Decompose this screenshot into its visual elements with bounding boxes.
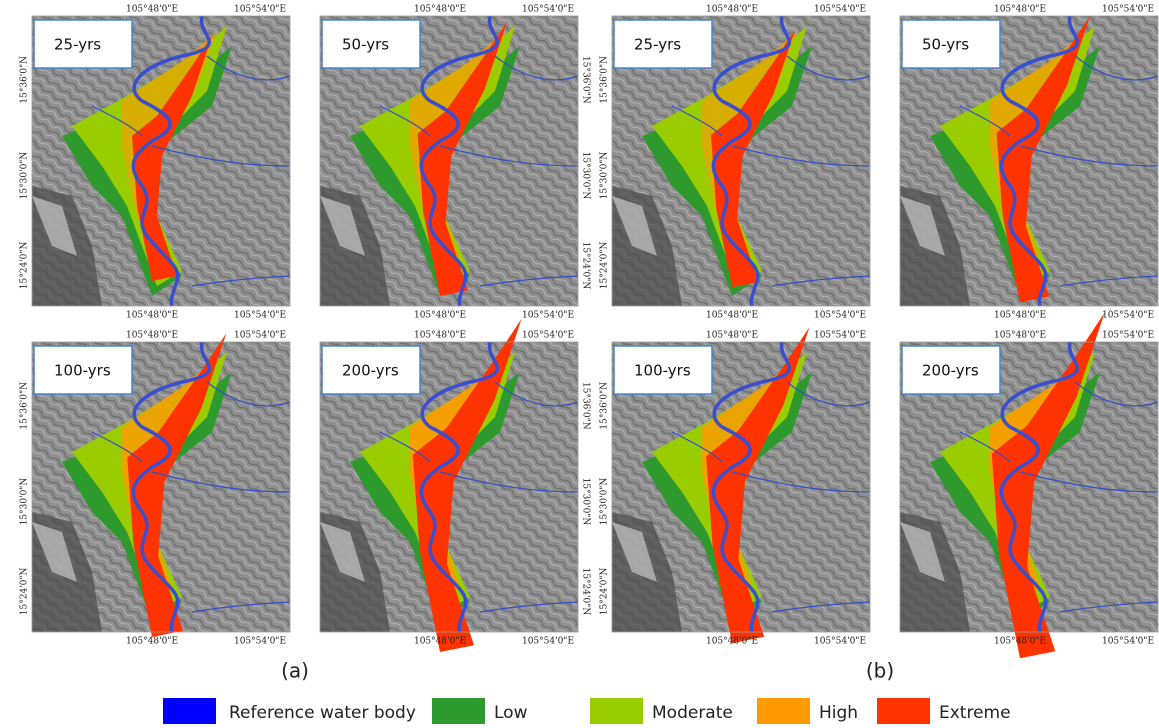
lon-label: 105°48'0"E	[994, 331, 1046, 341]
map-label: 25-yrs	[54, 36, 101, 54]
map: 100-yrs 105°48'0"E 105°48'0"E 105°54'0"E 105…	[20, 331, 291, 647]
legend-label: Moderate	[652, 703, 733, 723]
panel-caption: (a)	[281, 659, 309, 683]
lon-label: 105°54'0"E	[234, 331, 286, 341]
lat-label: 15°30'0"N	[581, 152, 591, 200]
lon-label: 105°48'0"E	[126, 637, 178, 647]
lat-label: 15°36'0"N	[581, 382, 591, 430]
lon-label: 105°54'0"E	[814, 311, 866, 321]
lat-label: 15°30'0"N	[581, 478, 591, 526]
lat-label: 15°36'0"N	[600, 382, 610, 430]
lon-label: 105°54'0"E	[1102, 637, 1154, 647]
lon-label: 105°54'0"E	[814, 637, 866, 647]
lat-label: 15°24'0"N	[20, 241, 30, 289]
figure: 25-yrs 105°48'0"E 105°48'0"E 105°54'0"E 105°…	[0, 0, 1159, 728]
lon-label: 105°48'0"E	[414, 637, 466, 647]
lon-label: 105°54'0"E	[522, 5, 574, 15]
legend-swatch	[590, 698, 643, 724]
lon-label: 105°48'0"E	[414, 331, 466, 341]
map: 50-yrs 105°48'0"E 105°48'0"E 105°54'0"E 105°…	[320, 5, 591, 321]
lon-label: 105°48'0"E	[706, 331, 758, 341]
lat-label: 15°30'0"N	[20, 152, 30, 200]
legend-label: High	[819, 703, 858, 723]
map-label: 50-yrs	[342, 36, 389, 54]
lon-label: 105°48'0"E	[706, 637, 758, 647]
map: 25-yrs 105°48'0"E 105°48'0"E 105°54'0"E 105°…	[20, 5, 291, 321]
legend-label: Low	[494, 703, 528, 723]
lon-label: 105°48'0"E	[994, 637, 1046, 647]
lon-label: 105°54'0"E	[234, 5, 286, 15]
lon-label: 105°48'0"E	[126, 311, 178, 321]
lon-label: 105°54'0"E	[234, 637, 286, 647]
lon-label: 105°48'0"E	[126, 5, 178, 15]
map-label: 100-yrs	[634, 362, 691, 380]
lon-label: 105°48'0"E	[414, 5, 466, 15]
lat-label: 15°36'0"N	[20, 56, 30, 104]
lon-label: 105°48'0"E	[126, 331, 178, 341]
lon-label: 105°54'0"E	[1102, 311, 1154, 321]
map: 200-yrs 105°48'0"E 105°48'0"E 105°54'0"E 105…	[900, 313, 1159, 658]
map: 25-yrs 105°48'0"E 105°48'0"E 105°54'0"E 105°…	[600, 5, 871, 321]
lon-label: 105°48'0"E	[994, 311, 1046, 321]
lon-label: 105°48'0"E	[706, 311, 758, 321]
legend-label: Reference water body	[229, 703, 416, 723]
figure-canvas: 25-yrs 105°48'0"E 105°48'0"E 105°54'0"E 105°…	[0, 0, 1159, 728]
legend-swatch	[432, 698, 485, 724]
lon-label: 105°54'0"E	[814, 5, 866, 15]
lon-label: 105°54'0"E	[522, 637, 574, 647]
lon-label: 105°54'0"E	[1102, 331, 1154, 341]
map-label: 100-yrs	[54, 362, 111, 380]
lon-label: 105°48'0"E	[706, 5, 758, 15]
lat-label: 15°24'0"N	[600, 567, 610, 615]
lon-label: 105°54'0"E	[522, 331, 574, 341]
lon-label: 105°54'0"E	[522, 311, 574, 321]
lat-label: 15°36'0"N	[600, 56, 610, 104]
legend-swatch	[757, 698, 810, 724]
lat-label: 15°30'0"N	[600, 152, 610, 200]
lon-label: 105°54'0"E	[1102, 5, 1154, 15]
lat-label: 15°24'0"N	[581, 242, 591, 290]
map-label: 200-yrs	[922, 362, 979, 380]
legend-label: Extreme	[939, 703, 1011, 723]
lat-label: 15°36'0"N	[581, 56, 591, 104]
lon-label: 105°54'0"E	[814, 331, 866, 341]
map-label: 25-yrs	[634, 36, 681, 54]
lon-label: 105°48'0"E	[994, 5, 1046, 15]
lat-label: 15°24'0"N	[20, 567, 30, 615]
map: 50-yrs 105°48'0"E 105°48'0"E 105°54'0"E 105°…	[900, 5, 1159, 321]
map: 200-yrs 105°48'0"E 105°48'0"E 105°54'0"E 105…	[320, 319, 591, 652]
legend-swatch	[877, 698, 930, 724]
map: 100-yrs 105°48'0"E 105°48'0"E 105°54'0"E 105…	[600, 327, 871, 646]
lat-label: 15°30'0"N	[20, 478, 30, 526]
lat-label: 15°24'0"N	[581, 568, 591, 616]
map-label: 50-yrs	[922, 36, 969, 54]
lat-label: 15°24'0"N	[600, 241, 610, 289]
legend-swatch	[163, 698, 216, 724]
lon-label: 105°48'0"E	[414, 311, 466, 321]
map-label: 200-yrs	[342, 362, 399, 380]
lon-label: 105°54'0"E	[234, 311, 286, 321]
lat-label: 15°30'0"N	[600, 478, 610, 526]
panel-caption: (b)	[866, 659, 894, 683]
lat-label: 15°36'0"N	[20, 382, 30, 430]
